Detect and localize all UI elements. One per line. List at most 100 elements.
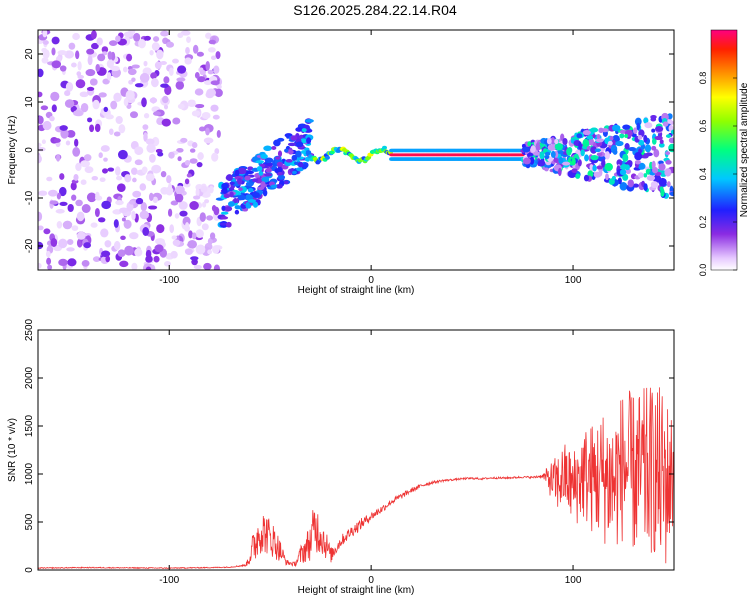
spectrogram-cell xyxy=(59,125,68,131)
spectrogram-cell xyxy=(66,238,74,246)
spectrogram-cell xyxy=(101,250,111,258)
spectrogram-cell xyxy=(184,178,190,185)
spectrogram-cell xyxy=(95,63,100,72)
spectrogram-cell xyxy=(539,143,545,148)
spectrogram-cell xyxy=(86,192,97,203)
spectrogram-cell xyxy=(134,159,143,166)
spectrogram-cell xyxy=(643,117,649,124)
spectrogram-cell xyxy=(119,260,129,268)
spectrogram-cell xyxy=(92,256,101,262)
spectrogram-cell xyxy=(55,209,65,214)
spectrogram-cell xyxy=(104,240,112,248)
spectrogram-cell xyxy=(264,157,274,164)
spectrogram-cell xyxy=(225,206,233,212)
spectrogram-cell xyxy=(167,208,173,217)
colorbar-label: Normalized spectral amplitude xyxy=(739,82,750,217)
spectrogram-cell xyxy=(187,100,197,108)
spectrogram-cell xyxy=(42,120,52,131)
spectrogram-cell xyxy=(622,153,629,162)
spectrogram-cell xyxy=(556,150,564,155)
spectrogram-y-tick-label: 10 xyxy=(24,96,35,108)
spectrogram-cell xyxy=(186,36,191,43)
snr-ylabel: SNR (10 * v/v) xyxy=(7,418,18,482)
spectrogram-cell xyxy=(42,30,48,38)
spectrogram-cell xyxy=(256,165,263,172)
spectrogram-cell xyxy=(46,257,52,265)
spectrogram-cell xyxy=(665,134,672,138)
spectrogram-cell xyxy=(48,189,58,197)
spectrogram-cell xyxy=(75,50,80,60)
spectrogram-cell xyxy=(64,99,75,108)
spectrogram-cell xyxy=(620,163,629,170)
spectrogram-cell xyxy=(41,57,49,64)
spectrogram-cell xyxy=(658,142,665,148)
spectrogram-cell xyxy=(205,60,210,71)
spectrogram-cell xyxy=(49,200,59,205)
spectrogram-cell xyxy=(131,167,138,175)
spectrogram-cell xyxy=(634,152,643,161)
spectrogram-cell xyxy=(189,201,199,210)
spectrogram-cell xyxy=(662,121,669,127)
colorbar-tick-label: 0.4 xyxy=(698,168,708,181)
spectrogram-cell xyxy=(554,138,559,145)
spectrogram-cell xyxy=(132,190,142,198)
snr-y-tick-label: 2000 xyxy=(24,366,35,389)
spectrogram-cell xyxy=(247,199,257,203)
spectrogram-cell xyxy=(163,104,169,110)
spectrogram-cell xyxy=(221,187,228,194)
spectrogram-cell xyxy=(207,238,213,245)
spectrogram-cell xyxy=(107,167,115,172)
spectrogram-cell xyxy=(619,169,627,176)
spectrogram-cell xyxy=(65,82,74,92)
spectrogram-cell xyxy=(174,213,180,219)
spectrogram-cell xyxy=(96,37,103,46)
spectrogram-cell xyxy=(38,91,43,98)
spectrogram-cell xyxy=(72,147,81,157)
spectrogram-cell xyxy=(208,39,216,45)
spectrogram-cell xyxy=(177,156,182,162)
spectrogram-cell xyxy=(77,61,82,71)
spectrogram-cell xyxy=(214,148,220,155)
spectrogram-cell xyxy=(59,201,68,207)
spectrogram-cell xyxy=(151,77,159,88)
spectrogram-cell xyxy=(266,162,273,167)
spectrogram-cell xyxy=(594,148,601,153)
spectrogram-cell xyxy=(604,162,613,172)
spectrogram-cell xyxy=(51,47,56,56)
spectrogram-cell xyxy=(40,105,49,111)
spectrogram-cell xyxy=(185,46,190,55)
spectrogram-cell xyxy=(134,146,144,156)
spectrogram-x-tick-label: 0 xyxy=(368,275,374,286)
spectrogram-image xyxy=(38,30,674,270)
colorbar-tick-label: 0.0 xyxy=(698,264,708,277)
spectrogram-cell xyxy=(134,248,143,257)
spectrogram-cell xyxy=(129,111,139,119)
spectrogram-cell xyxy=(577,159,582,167)
spectrogram-cell xyxy=(68,42,76,50)
spectrogram-y-tick-label: -20 xyxy=(24,238,35,253)
spectrogram-cell xyxy=(624,134,629,138)
spectrogram-cell xyxy=(165,41,175,48)
spectrogram-cell xyxy=(285,158,293,163)
spectrogram-cell xyxy=(160,30,169,37)
spectrogram-y-tick-label: -10 xyxy=(24,190,35,205)
spectrogram-cell xyxy=(658,163,666,171)
spectrogram-cell xyxy=(142,227,150,236)
spectrogram-cell xyxy=(105,114,114,120)
spectrogram-cell xyxy=(144,35,151,41)
spectrogram-cell xyxy=(123,98,129,107)
spectrogram-cell xyxy=(522,146,530,153)
spectrogram-cell xyxy=(226,174,233,182)
spectrogram-cell xyxy=(612,149,618,155)
spectrogram-cell xyxy=(261,176,270,183)
spectrogram-cell xyxy=(174,185,185,195)
spectrogram-cell xyxy=(216,84,222,90)
spectrogram-cell xyxy=(73,173,79,181)
spectrogram-cell xyxy=(200,185,208,193)
spectrogram-cell xyxy=(56,220,63,229)
spectrogram-cell xyxy=(619,133,625,139)
spectrogram-cell xyxy=(177,32,184,39)
spectrogram-cell xyxy=(126,53,133,62)
spectrogram-cell xyxy=(143,60,148,67)
spectrogram-y-tick-label: 20 xyxy=(24,48,35,60)
